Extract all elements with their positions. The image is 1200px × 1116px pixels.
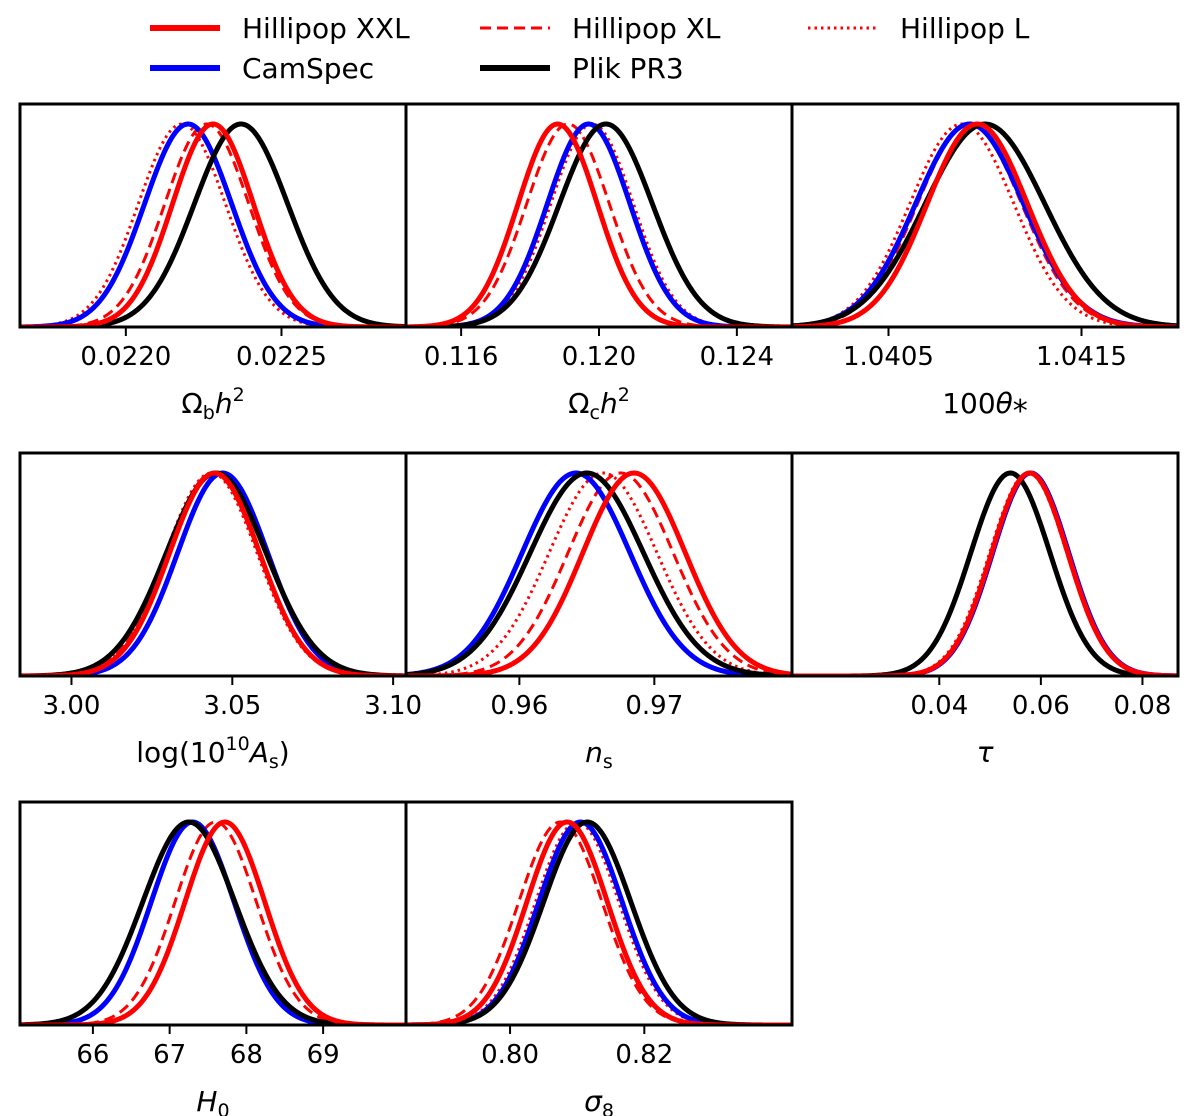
tick-label: 67 [153,1040,186,1070]
curve-theta-plik-pr3 [792,121,1178,327]
curve-logA-camspec [20,470,406,676]
axis-label-ombh2: Ωbh2 [181,384,244,424]
curve-ns-camspec [406,470,792,676]
legend-label-hillipop-xl: Hillipop XL [572,12,721,45]
legend-label-hillipop-l: Hillipop L [900,12,1030,45]
curve-omch2-hillipop-l [406,122,792,327]
legend-label-hillipop-xxl: Hillipop XXL [242,12,410,45]
panel-ombh2: 0.0220 0.0225 Ωbh2 [18,102,408,424]
curve-sigma8-plik-pr3 [406,819,792,1025]
curve-sigma8-hillipop-xxl [406,819,792,1025]
axis-label-sigma8: σ8 [584,1085,614,1116]
panel-theta: 1.0405 1.0415 100θ* [790,102,1180,429]
tick-label: 0.04 [910,691,968,721]
curve-theta-camspec [792,121,1178,327]
curve-sigma8-camspec [406,819,792,1025]
curve-logA-hillipop-xl [20,471,406,676]
axis-label-logA: log(1010As) [136,733,289,773]
curve-theta-hillipop-xl [792,122,1178,327]
tick-label: 0.96 [490,691,548,721]
tick-label: 0.124 [700,342,774,372]
curve-ombh2-plik-pr3 [20,121,406,327]
panel-tau: 0.04 0.06 0.08 τ [790,451,1180,769]
curve-sigma8-hillipop-l [406,820,792,1025]
axis-label-H0: H0 [196,1085,229,1116]
tick-label: 3.00 [43,691,101,721]
tick-label: 3.05 [203,691,261,721]
legend: Hillipop XXL Hillipop XL Hillipop L CamSpec… [150,12,1030,85]
panel-omch2: 0.116 0.120 0.124 Ωch2 [404,102,794,424]
curves-tau [792,470,1178,676]
curve-omch2-camspec [406,121,792,327]
curve-logA-hillipop-xxl [20,470,406,676]
curves-ns [406,470,792,676]
tick-label: 0.08 [1114,691,1172,721]
legend-label-plik-pr3: Plik PR3 [572,52,684,85]
curve-theta-hillipop-l [792,122,1178,327]
tick-label: 3.10 [364,691,422,721]
curves-logA [20,470,406,676]
axis-label-omch2: Ωch2 [568,384,630,424]
axis-label-ns: ns [585,736,613,773]
tick-label: 0.97 [625,691,683,721]
panel-frame-theta [790,102,1180,329]
tick-label: 0.06 [1012,691,1070,721]
curves-omch2 [406,121,792,327]
curve-ns-hillipop-xxl [406,470,792,676]
tick-label: 1.0415 [1036,342,1127,372]
tick-label: 0.82 [615,1040,673,1070]
panel-ns: 0.96 0.97 ns [404,451,794,773]
tick-label: 66 [76,1040,109,1070]
panel-logA: 3.00 3.05 3.10 log(1010As) [18,451,422,773]
tick-label: 0.120 [562,342,636,372]
curve-theta-hillipop-xxl [792,121,1178,327]
curve-logA-hillipop-l [20,471,406,676]
curve-ns-hillipop-l [406,471,792,676]
legend-label-camspec: CamSpec [242,52,374,85]
curve-ns-plik-pr3 [406,470,792,676]
curves-ombh2 [20,121,406,327]
curves-sigma8 [406,819,792,1025]
tick-label: 0.0220 [80,342,171,372]
tick-label: 68 [230,1040,263,1070]
tick-label: 1.0405 [843,342,934,372]
curve-omch2-hillipop-xxl [406,121,792,327]
curve-sigma8-hillipop-xl [406,820,792,1025]
panels-grid: 0.0220 0.0225 Ωbh2 0.116 0.120 0.124 Ωch2 1.040… [18,102,1180,1116]
curve-logA-plik-pr3 [20,470,406,676]
tick-label: 0.80 [481,1040,539,1070]
curve-H0-plik-pr3 [20,819,406,1025]
tick-label: 69 [307,1040,340,1070]
curve-omch2-hillipop-xl [406,122,792,327]
panel-frame-tau [790,451,1180,678]
panel-H0: 66 67 68 69 H0 [18,800,408,1116]
curves-theta [792,121,1178,327]
axis-label-tau: τ [977,736,994,769]
panel-frame-logA [18,451,408,678]
tick-label: 0.116 [424,342,498,372]
curve-tau-hillipop-xxl [792,470,1178,676]
axis-label-theta: 100θ* [942,387,1028,429]
panel-frame-ombh2 [18,102,408,329]
curve-ombh2-hillipop-l [20,122,406,327]
tick-label: 0.0225 [236,342,327,372]
panel-frame-sigma8 [404,800,794,1027]
curves-H0 [20,819,406,1025]
curve-omch2-plik-pr3 [406,121,792,327]
